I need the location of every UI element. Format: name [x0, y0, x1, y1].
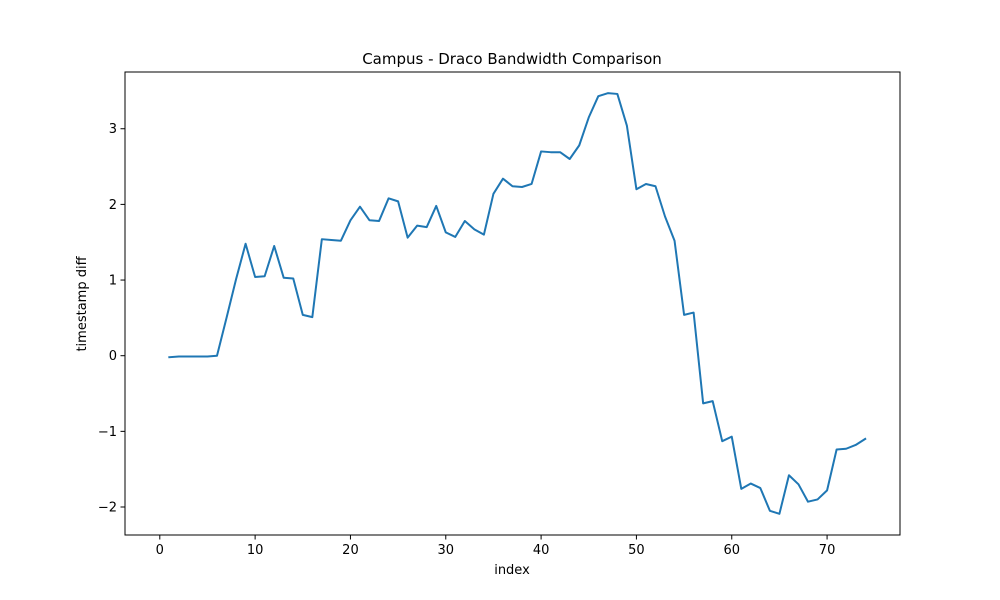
y-tick-label: 2 [109, 198, 117, 213]
y-tick-label: 3 [109, 122, 117, 137]
y-axis-label: timestamp diff [75, 255, 90, 351]
x-tick-label: 20 [342, 543, 359, 558]
plot-frame [124, 71, 901, 536]
x-tick-label: 50 [628, 543, 645, 558]
x-tick-label: 40 [533, 543, 550, 558]
x-axis-label: index [494, 563, 530, 578]
y-tick-label: 1 [109, 274, 117, 289]
x-tick-label: 0 [156, 543, 164, 558]
y-tick-label: −2 [98, 501, 117, 516]
series-line-0 [168, 92, 867, 515]
x-tick-label: 30 [437, 543, 454, 558]
y-tick-label: 0 [109, 349, 117, 364]
y-tick-label: −1 [98, 425, 117, 440]
x-tick-label: 10 [247, 543, 264, 558]
x-tick-label: 70 [819, 543, 836, 558]
x-tick-label: 60 [723, 543, 740, 558]
plot-area: 0 10 20 30 40 50 60 70 −2 −1 0 1 2 3 [98, 71, 901, 558]
chart-title: Campus - Draco Bandwidth Comparison [362, 50, 662, 68]
